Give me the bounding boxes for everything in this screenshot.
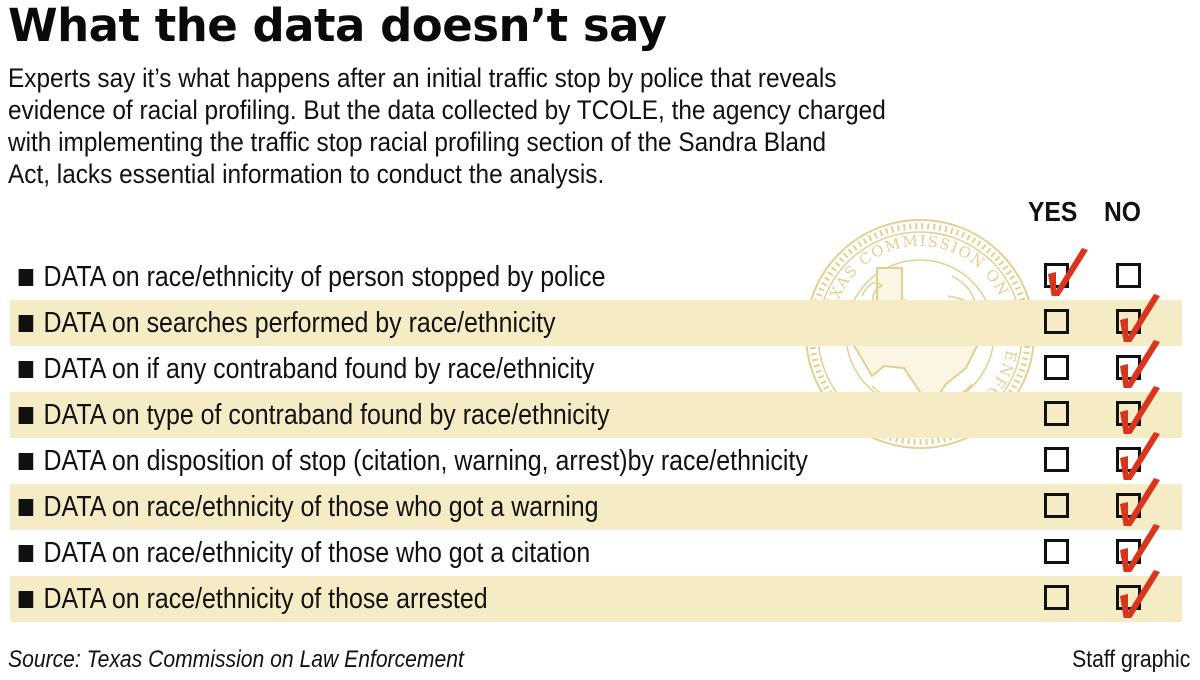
row-label: DATA on if any contraband found by race/… xyxy=(43,352,595,385)
checklist-row: DATA on searches performed by race/ethni… xyxy=(10,294,1182,346)
yes-checkbox[interactable] xyxy=(1044,447,1069,472)
checklist-row: DATA on race/ethnicity of those who got … xyxy=(10,478,1182,530)
checklist-row: DATA on race/ethnicity of those who got … xyxy=(10,524,1182,576)
checklist-table: DATA on race/ethnicity of person stopped… xyxy=(10,248,1182,622)
yes-checkbox[interactable] xyxy=(1044,585,1069,610)
credit-note: Staff graphic xyxy=(1071,646,1190,673)
no-checkbox[interactable] xyxy=(1116,263,1141,288)
row-label: DATA on race/ethnicity of person stopped… xyxy=(43,260,606,293)
checklist-row: DATA on type of contraband found by race… xyxy=(10,386,1182,438)
row-label: DATA on type of contraband found by race… xyxy=(43,398,610,431)
yes-checkbox[interactable] xyxy=(1044,309,1069,334)
bullet-icon xyxy=(18,590,34,608)
bullet-icon xyxy=(18,544,34,562)
intro-line: with implementing the traffic stop racia… xyxy=(8,127,827,157)
bullet-icon xyxy=(18,498,34,516)
yes-checkbox[interactable] xyxy=(1044,355,1069,380)
bullet-icon xyxy=(18,360,34,378)
no-checkbox[interactable] xyxy=(1116,493,1141,518)
bullet-icon xyxy=(18,268,34,286)
intro-line: evidence of racial profiling. But the da… xyxy=(8,95,886,125)
bullet-icon xyxy=(18,406,34,424)
no-checkbox[interactable] xyxy=(1116,585,1141,610)
checklist-row: DATA on if any contraband found by race/… xyxy=(10,340,1182,392)
row-label: DATA on disposition of stop (citation, w… xyxy=(43,444,808,477)
column-header-no: NO xyxy=(1104,196,1141,227)
source-note: Source: Texas Commission on Law Enforcem… xyxy=(8,646,464,673)
no-checkbox[interactable] xyxy=(1116,401,1141,426)
yes-checkbox[interactable] xyxy=(1044,539,1069,564)
bullet-icon xyxy=(18,452,34,470)
intro-paragraph: Experts say it’s what happens after an i… xyxy=(8,62,1094,190)
no-checkbox[interactable] xyxy=(1116,539,1141,564)
checklist-row: DATA on disposition of stop (citation, w… xyxy=(10,432,1182,484)
yes-checkbox[interactable] xyxy=(1044,263,1069,288)
no-checkbox[interactable] xyxy=(1116,309,1141,334)
column-header-yes: YES xyxy=(1028,196,1078,227)
checklist-row: DATA on race/ethnicity of person stopped… xyxy=(10,248,1182,300)
row-label: DATA on race/ethnicity of those arrested xyxy=(43,582,488,615)
yes-checkbox[interactable] xyxy=(1044,401,1069,426)
yes-checkbox[interactable] xyxy=(1044,493,1069,518)
row-label: DATA on race/ethnicity of those who got … xyxy=(43,536,591,569)
intro-line: Experts say it’s what happens after an i… xyxy=(8,63,837,93)
no-checkbox[interactable] xyxy=(1116,447,1141,472)
intro-line: Act, lacks essential information to cond… xyxy=(8,159,605,189)
row-label: DATA on race/ethnicity of those who got … xyxy=(43,490,599,523)
graphic-title: What the data doesn’t say xyxy=(8,0,667,52)
bullet-icon xyxy=(18,314,34,332)
checklist-row: DATA on race/ethnicity of those arrested xyxy=(10,570,1182,622)
no-checkbox[interactable] xyxy=(1116,355,1141,380)
row-label: DATA on searches performed by race/ethni… xyxy=(43,306,556,339)
